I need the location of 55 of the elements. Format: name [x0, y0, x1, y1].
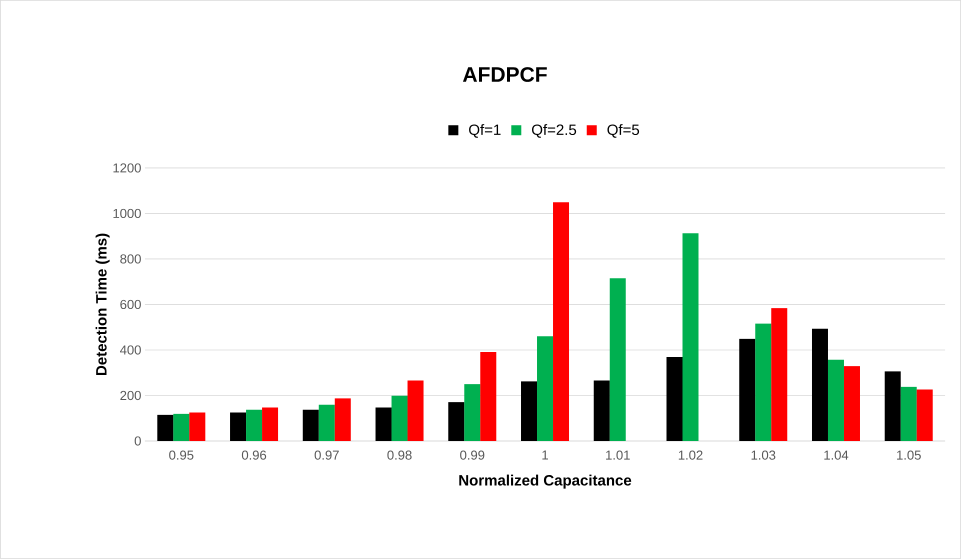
bar	[173, 414, 190, 442]
x-tick-label: 0.96	[242, 450, 266, 460]
x-tick-label: 0.95	[169, 450, 194, 460]
bar	[884, 371, 901, 442]
x-tick-label: 1.05	[897, 450, 921, 460]
y-tick-label: 1200	[113, 163, 141, 173]
bar	[594, 380, 610, 442]
y-tick-label: 0	[134, 436, 141, 446]
bar	[666, 357, 682, 442]
bar	[157, 414, 174, 442]
y-tick-label: 800	[120, 254, 141, 264]
y-axis-title: Detection Time (ms)	[96, 234, 110, 376]
x-tick-label: 1.03	[752, 450, 776, 460]
x-tick-label: 0.99	[460, 450, 484, 460]
bar	[318, 404, 335, 442]
bar	[230, 412, 246, 442]
chart-title: AFDPCF	[462, 67, 547, 82]
bar	[610, 278, 626, 442]
bar	[916, 390, 933, 442]
x-tick-label: 1.01	[606, 450, 630, 460]
x-tick-label: 1.04	[824, 450, 848, 460]
bar	[900, 386, 917, 442]
bar	[755, 324, 772, 442]
bar	[448, 402, 464, 442]
bar	[828, 360, 844, 442]
y-tick-label: 400	[120, 345, 141, 355]
x-tick-label: 1.02	[678, 450, 702, 460]
bar	[464, 384, 480, 442]
bar	[844, 366, 860, 442]
x-axis-title: Normalized Capacitance	[459, 474, 632, 489]
bar	[246, 410, 262, 442]
bar	[334, 398, 351, 442]
bar	[408, 380, 424, 442]
bar	[537, 336, 554, 442]
y-tick-label: 1000	[113, 208, 141, 218]
bar	[521, 381, 538, 442]
bar	[771, 308, 788, 442]
bar	[376, 408, 392, 442]
x-tick-label: 0.98	[387, 450, 412, 460]
bar	[302, 410, 319, 442]
legend-label: Qf=2.5	[532, 124, 576, 138]
bar	[682, 233, 699, 442]
legend-label: Qf=5	[607, 124, 640, 138]
x-tick-label: 0.97	[314, 450, 339, 460]
bar	[739, 338, 756, 442]
bar	[189, 412, 206, 442]
bar	[812, 328, 828, 442]
bar	[392, 396, 408, 442]
y-tick-label: 600	[120, 300, 141, 310]
bar	[480, 352, 496, 442]
legend-label: Qf=1	[469, 124, 501, 138]
bar	[262, 408, 278, 442]
x-tick-label: 1	[542, 450, 548, 460]
y-tick-label: 200	[120, 390, 141, 400]
bar	[553, 202, 570, 442]
